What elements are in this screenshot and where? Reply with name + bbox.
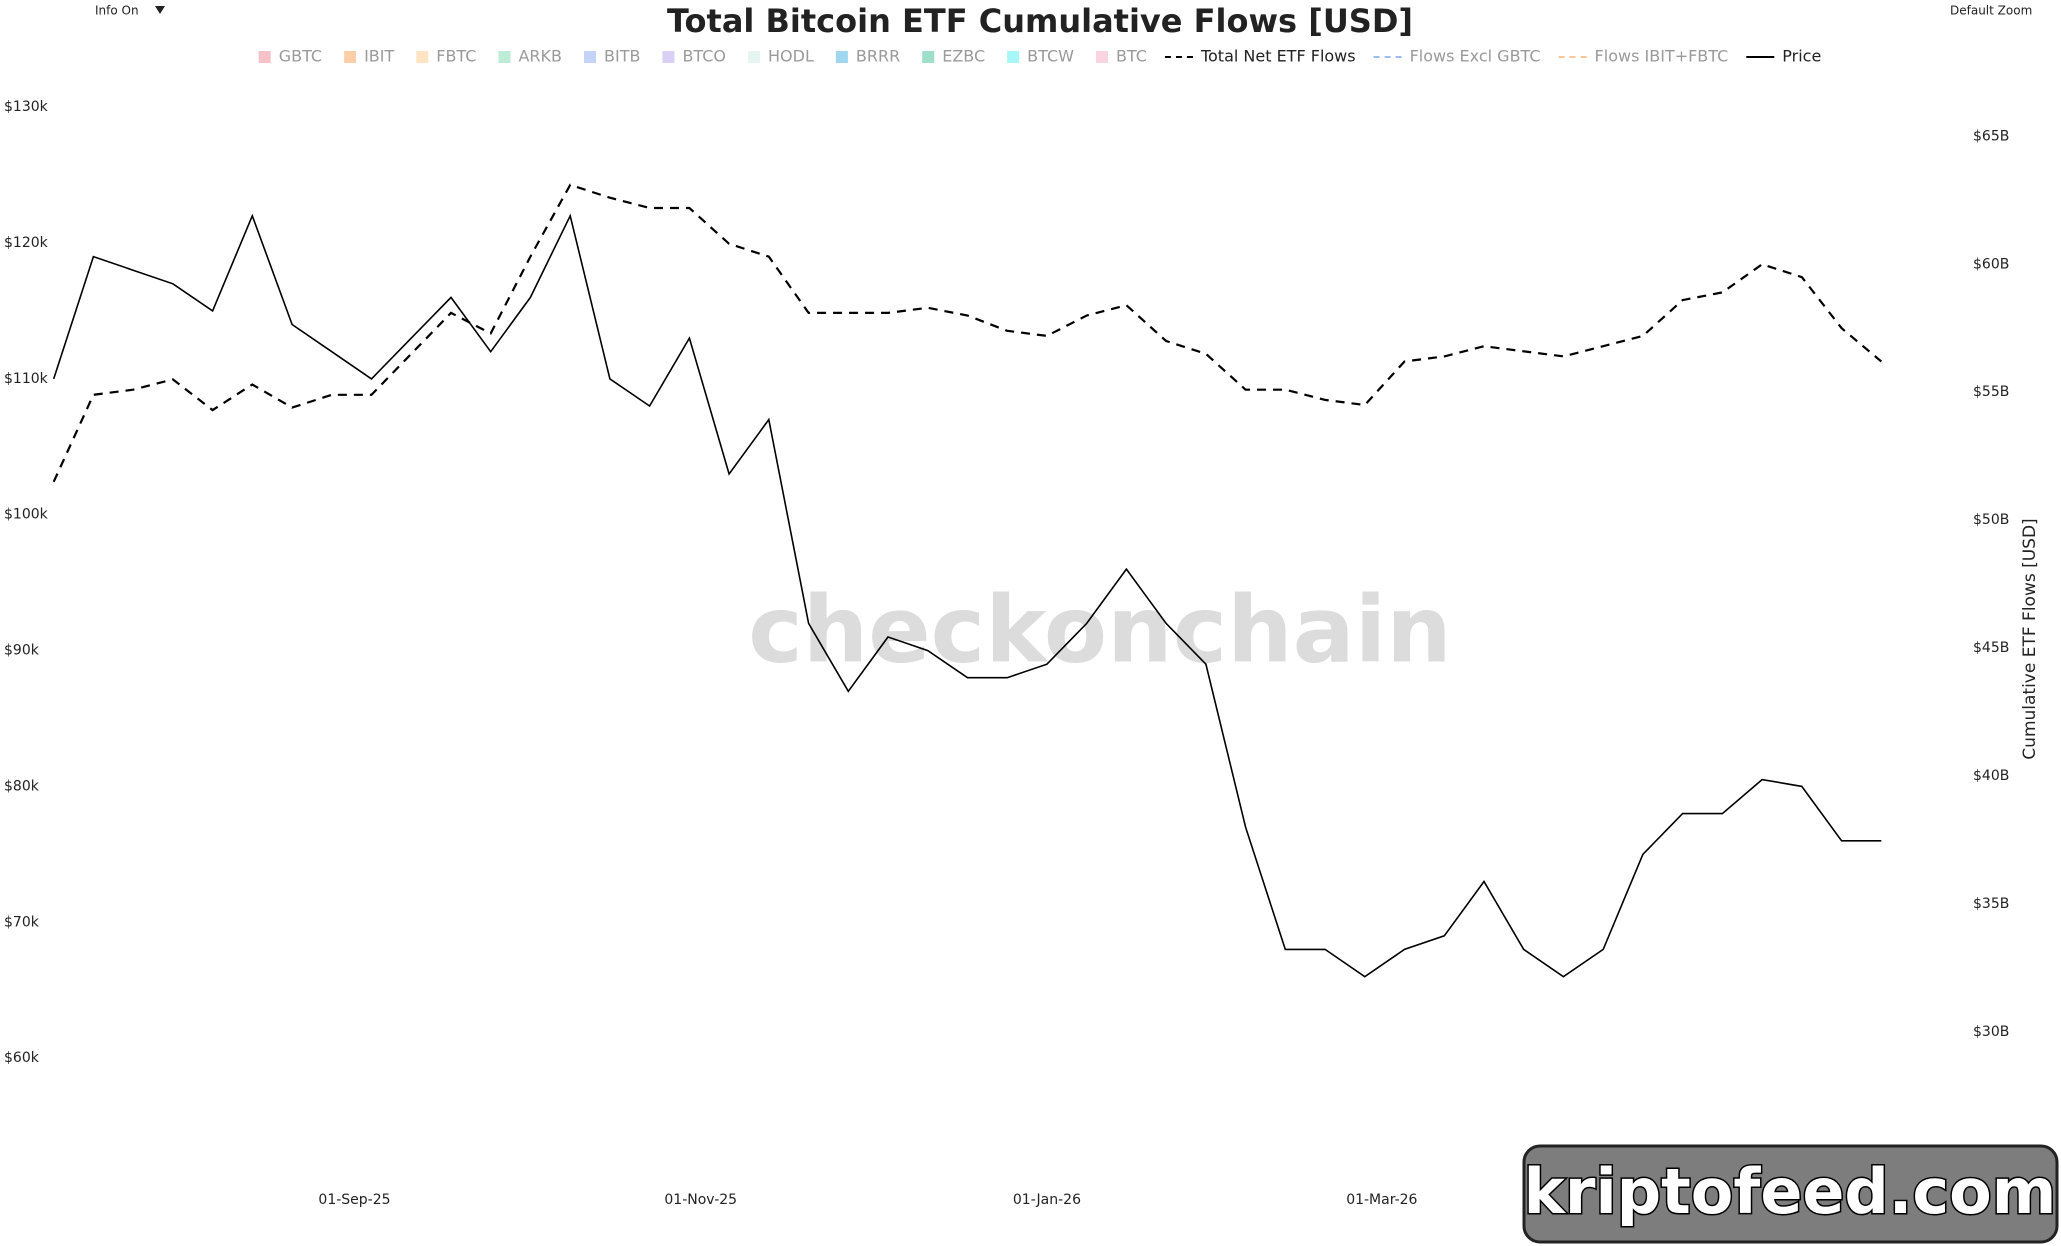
legend-item[interactable]: BITB xyxy=(583,47,640,66)
legend-marker xyxy=(498,51,511,63)
legend-item[interactable]: Flows IBIT+FBTC xyxy=(1558,47,1729,66)
y2-tick-label: $40B xyxy=(1973,768,2009,784)
x-tick-label: 01-Mar-26 xyxy=(1346,1192,1417,1208)
legend-label: GBTC xyxy=(279,47,322,66)
y2-tick-label: $65B xyxy=(1973,128,2009,144)
legend-marker xyxy=(583,51,596,63)
watermark: checkonchain xyxy=(748,576,1452,683)
legend-marker xyxy=(1095,51,1108,63)
legend-item[interactable]: IBIT xyxy=(344,47,395,66)
chart-title: Total Bitcoin ETF Cumulative Flows [USD] xyxy=(667,2,1413,40)
legend-item[interactable]: HODL xyxy=(748,47,814,66)
legend-marker xyxy=(922,51,935,63)
legend-item[interactable]: EZBC xyxy=(922,47,985,66)
legend-label: BTCW xyxy=(1027,47,1074,66)
y2-tick-label: $60B xyxy=(1973,256,2009,272)
legend-marker xyxy=(416,51,429,63)
plot-area: $60k$70k$80k$90k$100k$110k$120k$130k$25B… xyxy=(4,99,2009,1208)
y2-axis-label: Cumulative ETF Flows [USD] xyxy=(2020,518,2040,759)
legend-item[interactable]: BTCO xyxy=(662,47,726,66)
legend-marker xyxy=(748,51,761,63)
y-tick-label: $60k xyxy=(4,1050,40,1066)
legend-marker xyxy=(662,51,675,63)
legend-marker xyxy=(835,51,848,63)
y2-tick-label: $45B xyxy=(1973,640,2009,656)
y-tick-label: $100k xyxy=(4,507,49,523)
flow-line xyxy=(52,183,1883,483)
legend-item[interactable]: BTC xyxy=(1095,47,1147,66)
dropdown-arrow[interactable] xyxy=(155,6,165,14)
legend-item[interactable]: ARKB xyxy=(498,47,562,66)
banner-box xyxy=(1522,1144,2059,1244)
banner: kriptofeed.com xyxy=(1522,1144,2059,1244)
legend-label: Flows IBIT+FBTC xyxy=(1595,47,1729,66)
y-tick-label: $70k xyxy=(4,914,40,930)
legend-item[interactable]: Flows Excl GBTC xyxy=(1373,47,1541,66)
legend-item[interactable]: BTCW xyxy=(1007,47,1074,66)
y-tick-label: $90k xyxy=(4,643,40,659)
legend-label: Flows Excl GBTC xyxy=(1410,47,1541,66)
y2-tick-label: $30B xyxy=(1973,1024,2009,1040)
y-tick-label: $120k xyxy=(4,235,49,251)
legend-label: BITB xyxy=(604,47,640,66)
legend-label: EZBC xyxy=(942,47,985,66)
legend-label: Total Net ETF Flows xyxy=(1200,47,1356,66)
legend-label: IBIT xyxy=(364,47,394,66)
y2-tick-label: $50B xyxy=(1973,512,2009,528)
info-toggle[interactable]: Info On xyxy=(95,4,139,18)
y2-tick-label: $35B xyxy=(1973,896,2009,912)
legend-marker xyxy=(1007,51,1020,63)
y-tick-label: $80k xyxy=(4,778,40,794)
y-tick-label: $110k xyxy=(4,371,49,387)
x-tick-label: 01-Sep-25 xyxy=(318,1192,390,1208)
banner-text: kriptofeed.com xyxy=(1524,1155,2057,1228)
legend-label: BTC xyxy=(1116,47,1147,66)
legend-item[interactable]: BRRR xyxy=(835,47,900,66)
y-tick-label: $130k xyxy=(4,99,49,115)
price-line xyxy=(52,213,1882,978)
legend-marker xyxy=(344,51,357,63)
zoom-button[interactable]: Default Zoom xyxy=(1950,4,2032,18)
legend-label: BTCO xyxy=(682,47,726,66)
legend: GBTC IBIT FBTC ARKB BITB BTCO HODL BRRR EZBC BTCW… xyxy=(258,47,1821,66)
legend-label: FBTC xyxy=(436,47,476,66)
legend-marker xyxy=(258,51,271,63)
legend-item[interactable]: Price xyxy=(1746,47,1821,66)
legend-label: Price xyxy=(1782,47,1821,66)
legend-item[interactable]: GBTC xyxy=(258,47,322,66)
legend-item[interactable]: Total Net ETF Flows xyxy=(1164,47,1356,66)
x-tick-label: 01-Nov-25 xyxy=(664,1192,737,1208)
legend-label: ARKB xyxy=(518,47,562,66)
legend-label: BRRR xyxy=(856,47,900,66)
legend-label: HODL xyxy=(768,47,814,66)
y2-tick-label: $55B xyxy=(1973,384,2009,400)
legend-item[interactable]: FBTC xyxy=(416,47,476,66)
x-tick-label: 01-Jan-26 xyxy=(1013,1192,1081,1208)
